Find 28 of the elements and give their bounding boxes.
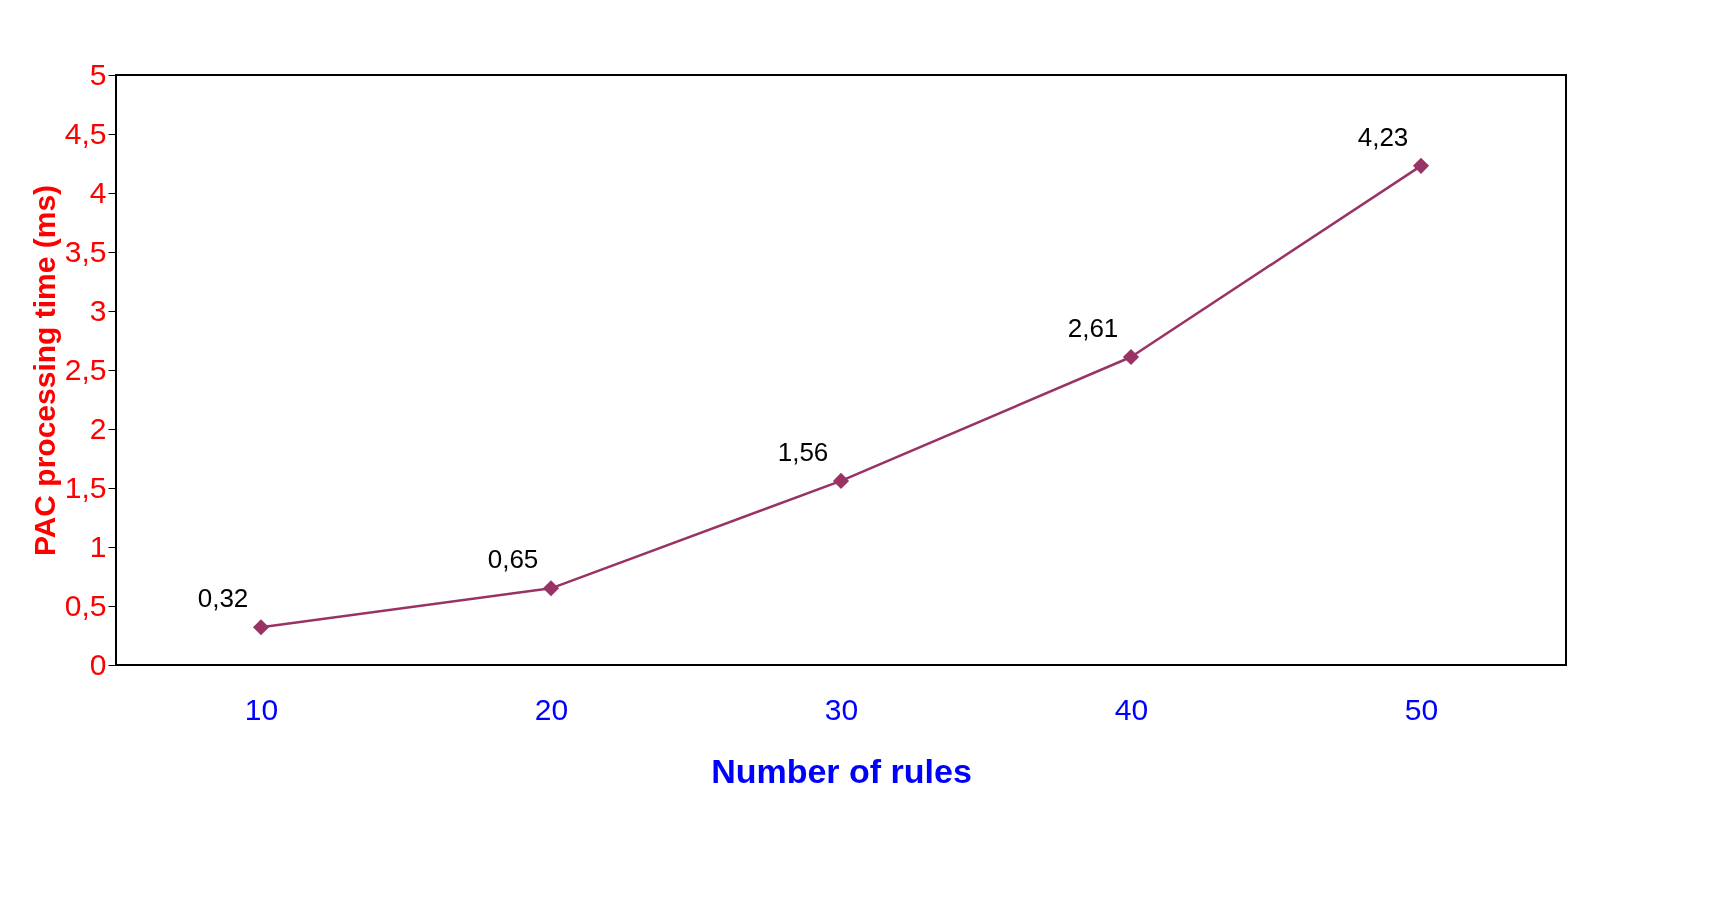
point <box>252 619 270 636</box>
y-tick-label: 3,5 <box>64 234 107 268</box>
y-tick-label: 0,5 <box>64 588 107 622</box>
point <box>542 580 560 597</box>
data-label: 4,23 <box>1357 121 1409 152</box>
point <box>832 472 850 489</box>
y-tick-label: 2,5 <box>64 352 107 386</box>
y-tick-label: 5 <box>89 57 107 91</box>
y-tick-label: 1 <box>89 529 107 563</box>
x-tick-label: 50 <box>1404 692 1439 726</box>
data-label: 0,65 <box>487 544 539 575</box>
data-label: 2,61 <box>1067 313 1119 344</box>
y-tick-label: 4 <box>89 175 107 209</box>
data-label: 1,56 <box>777 436 829 467</box>
x-axis-title: Number of rules <box>711 751 972 790</box>
point <box>1412 157 1430 174</box>
x-tick-label: 10 <box>244 692 279 726</box>
y-tick-label: 2 <box>89 411 107 445</box>
y-tick-label: 4,5 <box>64 116 107 150</box>
x-tick-label: 30 <box>824 692 859 726</box>
data-label: 0,32 <box>197 583 249 614</box>
x-tick-label: 20 <box>534 692 569 726</box>
y-axis-title: PAC processing time (ms) <box>27 184 61 557</box>
x-tick-label: 40 <box>1114 692 1149 726</box>
y-tick-label: 3 <box>89 293 107 327</box>
point <box>1122 348 1140 366</box>
y-tick-label: 0 <box>89 647 107 681</box>
y-tick-label: 1,5 <box>64 470 107 504</box>
